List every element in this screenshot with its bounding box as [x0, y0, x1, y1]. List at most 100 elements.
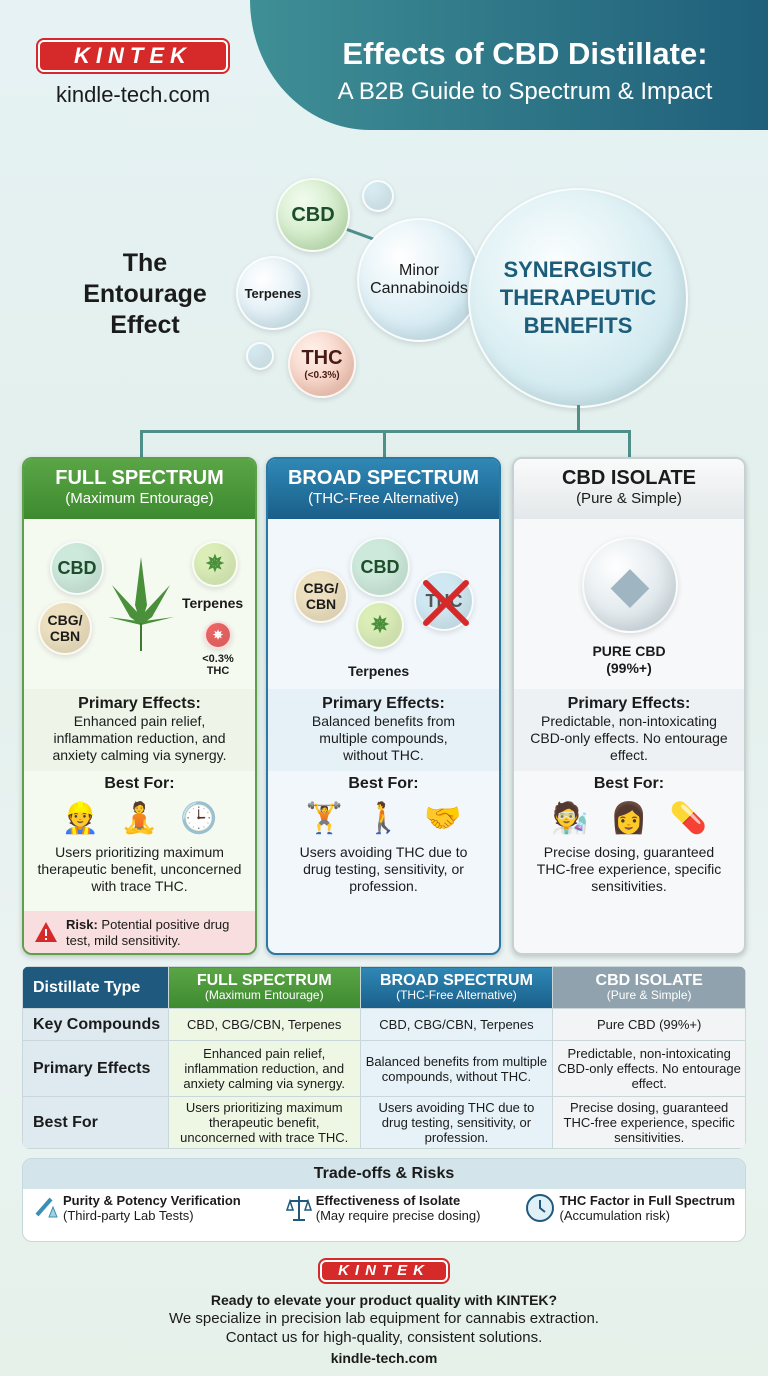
risk-label: Risk: [66, 917, 98, 932]
tradeoff-title: THC Factor in Full Spectrum [559, 1193, 735, 1208]
best-for-text: Users avoiding THC due to drug testing, … [299, 844, 468, 894]
card-subtitle: (THC-Free Alternative) [308, 490, 459, 507]
column-subtitle: (THC-Free Alternative) [396, 987, 517, 1002]
kintek-logo[interactable]: KINTEK [38, 40, 228, 72]
thc-leaf-icon: ✵ [204, 621, 232, 649]
best-for-text: Users prioritizing maximum therapeutic b… [37, 844, 242, 894]
syringe-flask-icon [35, 1197, 58, 1218]
header-band [250, 0, 768, 130]
page-title: Effects of CBD Distillate: [342, 36, 708, 71]
card-header: FULL SPECTRUM (Maximum Entourage) [24, 459, 255, 519]
column-subtitle: (Maximum Entourage) [204, 987, 324, 1002]
clock-icon: 🕒 [180, 802, 218, 835]
best-for-section: Best For: 🧑‍🔬 👩 💊 Precise dosing, guarante… [514, 775, 744, 895]
header-cbd-isolate: CBD ISOLATE (Pure & Simple) [552, 966, 746, 1009]
tradeoffs-list: Purity & Potency Verification (Third-part… [23, 1193, 745, 1223]
footer-site-url[interactable]: kindle-tech.com [330, 1350, 438, 1366]
bubble-cbg-cbn: CBG/ CBN [38, 601, 92, 655]
clock-icon [526, 1194, 555, 1222]
terpene-leaf-icon: ✵ [192, 541, 238, 587]
section-heading: Primary Effects: [567, 695, 691, 712]
best-for-section: Best For: 🏋 🚶 🤝 Users avoiding THC due to … [268, 775, 499, 895]
entourage-heading: The Entourage Effect [70, 248, 220, 341]
table-cell: CBD, CBG/CBN, Terpenes [359, 1008, 554, 1041]
bubble-terpenes: Terpenes [236, 256, 310, 330]
heading-line: Entourage [83, 280, 207, 308]
terpenes-label: Terpenes [348, 663, 410, 679]
bubble-synergistic-benefits: SYNERGISTIC THERAPEUTIC BENEFITS [468, 188, 688, 408]
tradeoff-item: Purity & Potency Verification (Third-part… [33, 1193, 241, 1223]
comparison-table: Distillate Type FULL SPECTRUM (Maximum En… [22, 966, 746, 1149]
table-cell: Balanced benefits from multiple compound… [359, 1040, 554, 1097]
row-header: Primary Effects [22, 1040, 169, 1097]
terpenes-label: Terpenes [182, 595, 244, 611]
thc-note: (<0.3%) [304, 370, 340, 381]
bubble-minor-cannabinoids: Minor Cannabinoids [357, 218, 481, 342]
card-title: FULL SPECTRUM [55, 467, 224, 489]
tradeoff-subtitle: (Third-party Lab Tests) [63, 1208, 194, 1223]
primary-effects-section: Primary Effects: Enhanced pain relief, i… [24, 689, 255, 771]
table-cell: Predictable, non-intoxicating CBD-only e… [552, 1040, 746, 1097]
best-for-section: Best For: 👷 🧘 🕒 Users prioritizing maximum… [24, 775, 255, 895]
cross-icon [423, 580, 469, 626]
scales-icon [285, 1196, 312, 1221]
card-cbd-isolate: CBD ISOLATE (Pure & Simple) ◆ PURE CBD (… [512, 457, 746, 955]
card-full-spectrum: FULL SPECTRUM (Maximum Entourage) CBD CB… [22, 457, 257, 955]
table-row: Primary Effects Enhanced pain relief, in… [22, 1040, 746, 1097]
heading-line: The [122, 249, 168, 277]
warning-icon [35, 922, 57, 942]
table-header-row: Distillate Type FULL SPECTRUM (Maximum En… [22, 966, 746, 1009]
primary-effects-text: Predictable, non-intoxicating CBD-only e… [530, 713, 728, 763]
connector [577, 405, 580, 430]
section-heading: Primary Effects: [78, 695, 201, 712]
card-header: CBD ISOLATE (Pure & Simple) [514, 459, 744, 519]
primary-effects-section: Primary Effects: Balanced benefits from … [268, 689, 499, 771]
cannabis-leaf-icon [108, 557, 174, 651]
risk-box: Risk: Potential positive drug test, mild… [24, 911, 255, 953]
section-heading: Best For: [104, 775, 175, 792]
card-subtitle: (Pure & Simple) [576, 490, 682, 507]
primary-effects-text: Enhanced pain relief, inflammation reduc… [52, 713, 227, 763]
pure-cbd-label: PURE CBD (99%+) [592, 643, 666, 676]
bubble-cbd: CBD [350, 537, 410, 597]
column-title: FULL SPECTRUM [196, 971, 332, 989]
primary-effects-text: Balanced benefits from multiple compound… [311, 713, 456, 763]
header-full-spectrum: FULL SPECTRUM (Maximum Entourage) [167, 966, 361, 1009]
bubble-cbg-cbn: CBG/ CBN [294, 569, 348, 623]
table-cell: Pure CBD (99%+) [552, 1008, 746, 1041]
table-cell: Precise dosing, guaranteed THC-free expe… [552, 1096, 746, 1149]
primary-effects-section: Primary Effects: Predictable, non-intoxi… [514, 689, 744, 771]
section-heading: Best For: [348, 775, 419, 792]
bubble-thc: THC (<0.3%) [288, 330, 356, 398]
card-subtitle: (Maximum Entourage) [65, 490, 214, 507]
card-broad-spectrum: BROAD SPECTRUM (THC-Free Alternative) CB… [266, 457, 501, 955]
table-row: Best For Users prioritizing maximum ther… [22, 1096, 746, 1149]
thc-label: <0.3% THC [202, 653, 234, 677]
worker-icon: 👷 [61, 802, 99, 835]
table-row: Key Compounds CBD, CBG/CBN, Terpenes CBD… [22, 1008, 746, 1041]
bubble-cbd: CBD [276, 178, 350, 252]
card-header: BROAD SPECTRUM (THC-Free Alternative) [268, 459, 499, 519]
decorative-bubble [246, 342, 274, 370]
footer-line: Contact us for high-quality, consistent … [225, 1329, 543, 1346]
weightlifter-icon: 🏋 [305, 802, 343, 835]
tradeoff-subtitle: (May require precise dosing) [315, 1208, 481, 1223]
site-url[interactable]: kindle-tech.com [55, 82, 211, 107]
footer-line: We specialize in precision lab equipment… [169, 1310, 599, 1327]
bubble-thc-crossed: THC [414, 571, 474, 631]
footer-kintek-logo[interactable]: KINTEK [320, 1260, 448, 1282]
decorative-bubble [362, 180, 394, 212]
section-heading: Primary Effects: [322, 695, 445, 712]
table-cell: CBD, CBG/CBN, Terpenes [167, 1008, 361, 1041]
tradeoffs-title: Trade-offs & Risks [23, 1159, 745, 1189]
card-title: BROAD SPECTRUM [287, 467, 480, 489]
tradeoff-title: Purity & Potency Verification [63, 1193, 241, 1208]
traveler-icon: 🚶 [364, 802, 403, 835]
meditation-icon: 🧘 [120, 802, 159, 835]
bubble-cbd: CBD [50, 541, 104, 595]
table-cell: Enhanced pain relief, inflammation reduc… [167, 1040, 361, 1097]
medicine-bottle-icon: 💊 [669, 802, 708, 835]
best-for-text: Precise dosing, guaranteed THC-free expe… [536, 844, 722, 894]
footer-cta: Ready to elevate your product quality wi… [210, 1292, 558, 1308]
header-corner: Distillate Type [22, 966, 169, 1009]
